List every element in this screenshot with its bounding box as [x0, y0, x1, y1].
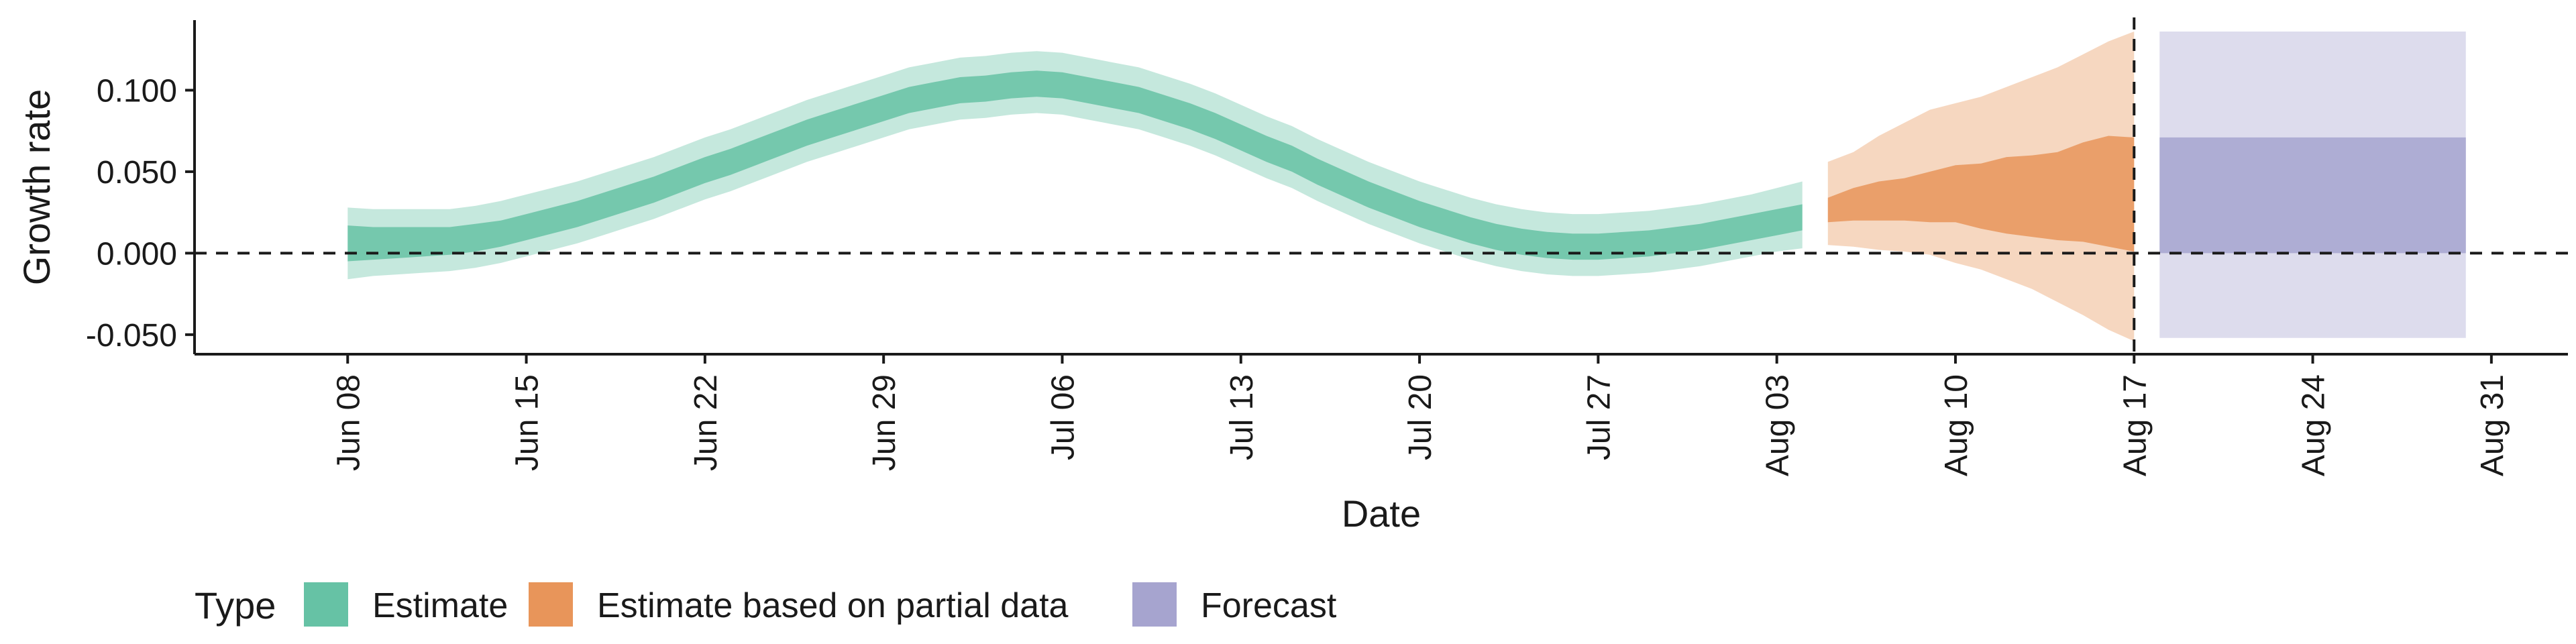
x-tick-label: Aug 31 [2475, 374, 2510, 476]
y-tick-label: 0.050 [97, 155, 177, 191]
legend-key-forecast [1132, 582, 1177, 627]
legend-key-estimate-based-on-partial-data [529, 582, 573, 627]
legend-label-estimate-based-on-partial-data: Estimate based on partial data [597, 586, 1069, 625]
y-axis-title: Growth rate [15, 89, 58, 286]
x-tick-label: Aug 24 [2296, 374, 2332, 476]
x-tick-label: Jul 13 [1224, 374, 1260, 460]
y-tick-label: 0.000 [97, 236, 177, 272]
y-tick-label: 0.100 [97, 73, 177, 109]
estimate-based-on-partial-data-band-50 [1827, 136, 2135, 252]
legend-label-estimate: Estimate [372, 586, 508, 625]
y-tick-label: -0.050 [86, 318, 177, 354]
legend-key-estimate [304, 582, 348, 627]
x-tick-label: Jun 22 [688, 374, 724, 471]
estimate-band-50 [347, 70, 1803, 262]
x-tick-label: Aug 10 [1939, 374, 1974, 476]
legend: Type Estimate Estimate based on partial d… [195, 582, 1337, 627]
uncertainty-bands [347, 32, 2466, 341]
legend-title: Type [195, 584, 276, 627]
x-tick-label: Jul 20 [1403, 374, 1438, 460]
forecast-band-50 [2159, 137, 2466, 254]
x-tick-label: Jun 08 [331, 374, 366, 471]
x-tick-label: Jul 06 [1046, 374, 1081, 460]
x-tick-label: Jul 27 [1581, 374, 1617, 460]
axes: -0.050 0.000 0.050 0.100 Jun 08 Jun 15 Jun 22 J… [86, 20, 2568, 476]
reference-lines [195, 17, 2568, 354]
x-tick-label: Aug 03 [1760, 374, 1796, 476]
x-tick-label: Aug 17 [2117, 374, 2153, 476]
x-axis-title: Date [1342, 492, 1421, 535]
x-tick-label: Jun 29 [867, 374, 902, 471]
x-tick-label: Jun 15 [510, 374, 545, 471]
legend-label-forecast: Forecast [1201, 586, 1337, 625]
